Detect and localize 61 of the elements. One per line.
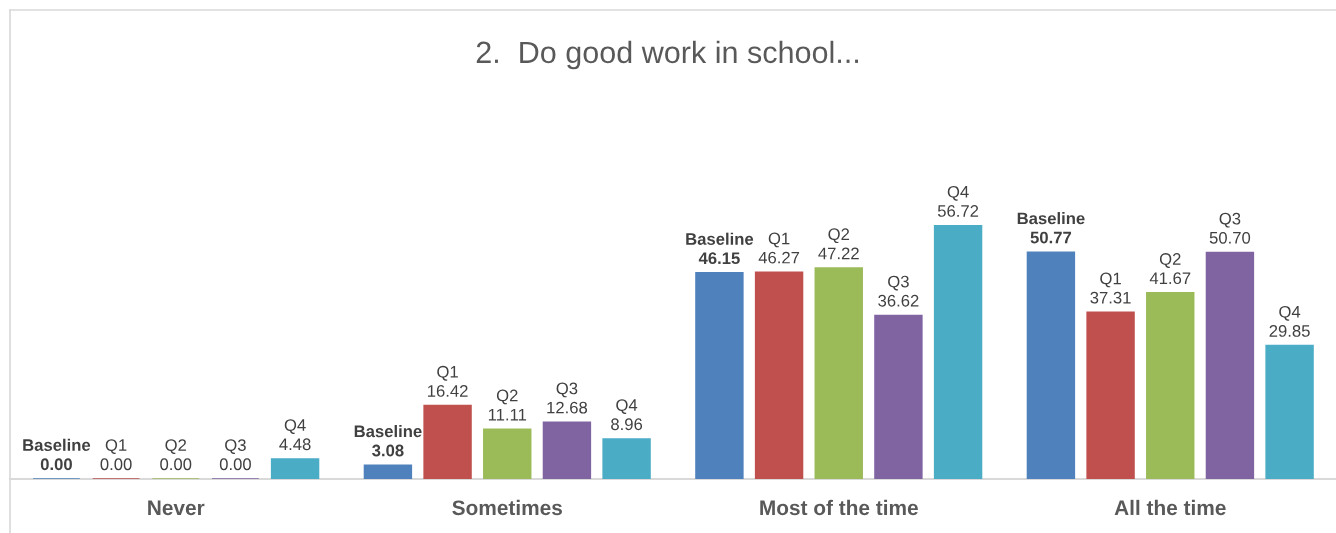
x-tick-label: Sometimes <box>452 499 562 516</box>
x-tick-label: Most of the time <box>760 499 918 516</box>
bar <box>933 224 983 479</box>
text: Q3 <box>225 439 246 454</box>
data-label: 4.48 <box>279 438 311 451</box>
data-label: 46.15 <box>698 252 740 265</box>
text: Q3 <box>888 275 909 291</box>
series-label: Q2 <box>828 228 850 244</box>
series-label: Baseline <box>1017 212 1085 225</box>
data-label: 41.67 <box>1149 272 1191 285</box>
text: Q1 <box>1100 272 1121 288</box>
chart-title: 2. Do good work in school... <box>476 40 858 70</box>
text: Q2 <box>1159 253 1181 268</box>
text: Q1 <box>105 439 127 454</box>
bar <box>814 267 863 479</box>
bar <box>423 404 472 479</box>
bar <box>483 428 532 479</box>
bar <box>754 271 804 479</box>
x-tick-label: All the time <box>1114 499 1226 516</box>
text: Baseline <box>354 424 422 438</box>
data-label: 16.42 <box>428 385 468 397</box>
bar <box>695 272 744 479</box>
bar <box>270 458 320 479</box>
x-tick-label: Never <box>148 500 205 516</box>
bar <box>363 464 413 479</box>
text: Q2 <box>496 389 518 405</box>
data-label: 37.31 <box>1090 291 1131 304</box>
bar <box>1026 251 1076 479</box>
bar <box>874 314 923 479</box>
data-label: 0.00 <box>100 458 132 471</box>
data-label: 0.00 <box>219 458 251 471</box>
data-label: 56.72 <box>937 205 979 217</box>
text: Q1 <box>437 365 458 381</box>
series-label: Q4 <box>284 419 306 434</box>
data-label: 3.08 <box>372 444 404 457</box>
text: Q2 <box>165 439 187 454</box>
data-label: 0.00 <box>40 458 72 471</box>
data-label: 0.00 <box>160 458 192 471</box>
text: Q4 <box>616 399 638 414</box>
data-label: 29.85 <box>1269 325 1310 337</box>
data-label: 47.22 <box>818 247 859 260</box>
bar <box>1205 251 1255 479</box>
bar <box>1265 344 1314 479</box>
text: Baseline <box>23 438 91 451</box>
data-label: 8.96 <box>611 418 643 431</box>
data-label: 36.62 <box>878 294 919 307</box>
text: Baseline <box>686 232 754 245</box>
bar <box>542 421 592 479</box>
text: Q3 <box>556 382 578 398</box>
data-label: 12.68 <box>547 401 588 414</box>
bar <box>1086 311 1135 479</box>
bar <box>602 438 651 479</box>
data-label: 50.70 <box>1209 231 1251 244</box>
series-label: Q3 <box>1219 212 1241 228</box>
data-label: 11.11 <box>488 408 527 421</box>
data-label: 50.77 <box>1030 231 1072 244</box>
data-label: 46.27 <box>758 251 800 264</box>
text: Q4 <box>1279 305 1301 321</box>
bar <box>1146 292 1195 479</box>
text: Q4 <box>947 185 969 201</box>
series-label: Q1 <box>768 232 790 248</box>
